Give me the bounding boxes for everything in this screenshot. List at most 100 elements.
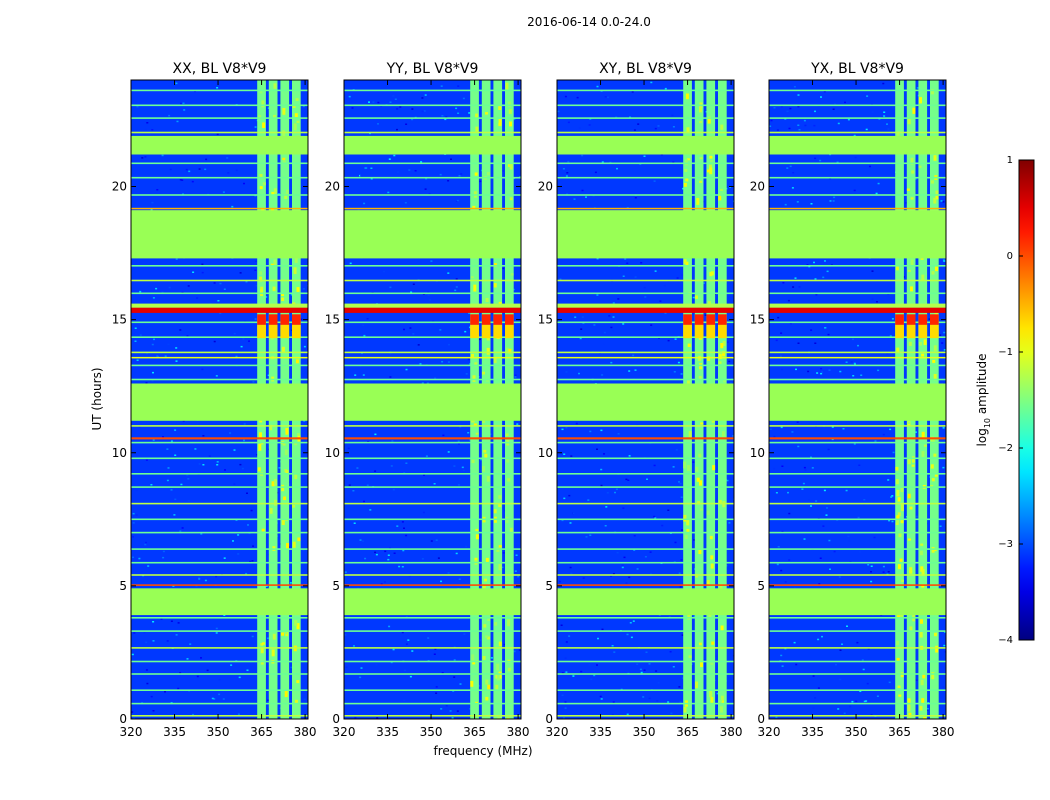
x-tick-label: 365 [463, 725, 486, 739]
x-tick-label: 335 [801, 725, 824, 739]
y-tick-label: 5 [119, 579, 127, 593]
strong-row [344, 437, 521, 440]
colorbar: 1 0 −1 −2 −3 −4 log10 amplitude [975, 155, 1035, 646]
flagged-block [557, 588, 734, 616]
strong-row [769, 307, 946, 313]
y-tick-label: 0 [119, 712, 127, 726]
channel-hotspot [493, 314, 503, 325]
strong-row [769, 303, 946, 308]
flagged-block [769, 210, 946, 259]
channel-hotspot [718, 314, 727, 325]
strong-row [344, 307, 521, 313]
x-axis-label: frequency (MHz) [433, 744, 532, 758]
panel-frame [768, 79, 947, 720]
panel-xy: XY, BL V8*V9 320 335 350 365 380 0 5 10 15 20 [538, 61, 743, 739]
x-tick-label: 335 [376, 725, 399, 739]
flagged-block [769, 588, 946, 616]
channel-hotspot [683, 314, 692, 325]
strong-row [769, 437, 946, 440]
x-tick-label: 320 [333, 725, 356, 739]
x-tick-label: 350 [845, 725, 868, 739]
strong-row [769, 356, 946, 359]
colorbar-gradient [1018, 159, 1035, 641]
strong-row [344, 303, 521, 308]
strong-row [557, 207, 734, 210]
x-tick-label: 350 [420, 725, 443, 739]
y-tick-label: 15 [325, 313, 340, 327]
strong-row [131, 356, 308, 359]
flagged-block [131, 383, 308, 421]
y-tick-label: 5 [332, 579, 340, 593]
strong-row [557, 356, 734, 359]
y-tick-label: 15 [750, 313, 765, 327]
channel-hotspot [280, 314, 290, 325]
y-tick-label: 10 [325, 446, 340, 460]
y-tick-label: 5 [545, 579, 553, 593]
channel-hotspot [906, 314, 916, 325]
panel-frame [556, 79, 735, 720]
strong-row [557, 307, 734, 313]
x-tick-label: 335 [589, 725, 612, 739]
flagged-block [131, 588, 308, 616]
flagged-block [131, 135, 308, 155]
figure-suptitle: 2016-06-14 0.0-24.0 [527, 15, 651, 29]
y-tick-label: 20 [325, 180, 340, 194]
x-tick-label: 380 [720, 725, 743, 739]
colorbar-tick-label: −4 [998, 635, 1013, 646]
flagged-block [557, 210, 734, 259]
strong-row [344, 584, 521, 586]
flagged-block [769, 383, 946, 421]
flagged-block [344, 588, 521, 616]
colorbar-tick-label: −2 [998, 443, 1013, 454]
panel-frame [343, 79, 522, 720]
flagged-block [557, 135, 734, 155]
flagged-block [344, 383, 521, 421]
y-tick-label: 20 [750, 180, 765, 194]
strong-row [557, 303, 734, 308]
x-tick-label: 380 [294, 725, 317, 739]
panel-image [344, 80, 521, 719]
channel-hotspot [694, 314, 704, 325]
panel-image [769, 80, 946, 719]
x-tick-label: 335 [163, 725, 186, 739]
y-tick-label: 0 [545, 712, 553, 726]
y-tick-label: 5 [757, 579, 765, 593]
y-tick-label: 20 [538, 180, 553, 194]
x-tick-label: 365 [250, 725, 273, 739]
y-tick-label: 20 [112, 180, 127, 194]
x-tick-label: 320 [758, 725, 781, 739]
colorbar-tick-label: −3 [998, 539, 1013, 550]
x-tick-label: 350 [207, 725, 230, 739]
colorbar-tick-label: 1 [1007, 155, 1013, 166]
channel-hotspot [268, 314, 278, 325]
panel-image [131, 80, 308, 719]
strong-row [344, 207, 521, 210]
channel-hotspot [895, 314, 904, 325]
flagged-block [344, 210, 521, 259]
channel-hotspot [257, 314, 266, 325]
y-tick-label: 10 [112, 446, 127, 460]
y-tick-label: 0 [757, 712, 765, 726]
flagged-block [131, 210, 308, 259]
strong-row [131, 303, 308, 308]
panel-image [557, 80, 734, 719]
strong-row [131, 584, 308, 586]
panel-yy: YY, BL V8*V9 320 335 350 365 380 0 5 10 15 20 [325, 61, 530, 739]
panel-title: YY, BL V8*V9 [386, 61, 479, 77]
x-tick-label: 365 [888, 725, 911, 739]
channel-hotspot [481, 314, 491, 325]
strong-row [344, 356, 521, 359]
flagged-block [769, 135, 946, 155]
y-tick-label: 15 [538, 313, 553, 327]
panel-title: YX, BL V8*V9 [810, 61, 904, 77]
strong-row [557, 584, 734, 586]
colorbar-label: log10 amplitude [975, 354, 992, 447]
flagged-block [344, 135, 521, 155]
flagged-block [557, 383, 734, 421]
y-axis-label: UT (hours) [90, 367, 104, 430]
channel-hotspot [505, 314, 514, 325]
y-tick-label: 10 [750, 446, 765, 460]
x-tick-label: 380 [507, 725, 530, 739]
